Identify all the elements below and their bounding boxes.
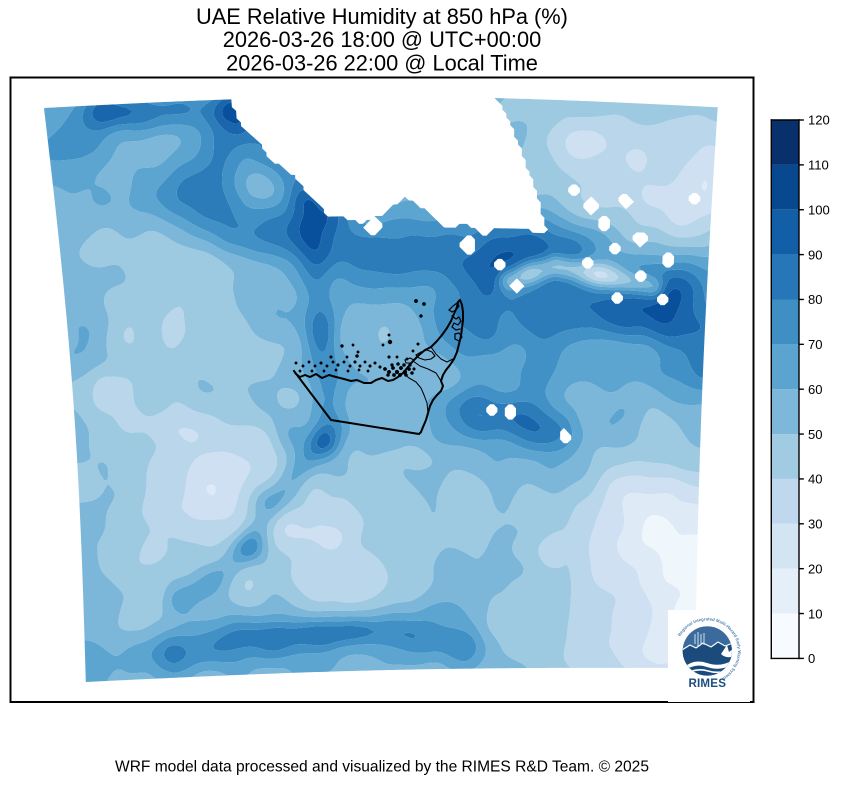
svg-text:UAE Relative Humidity at 850 h: UAE Relative Humidity at 850 hPa (%) [196, 4, 568, 29]
svg-text:40: 40 [808, 472, 823, 487]
svg-text:RIMES: RIMES [688, 677, 726, 690]
svg-text:100: 100 [808, 202, 830, 217]
svg-text:30: 30 [808, 517, 823, 532]
svg-text:90: 90 [808, 247, 823, 262]
svg-text:80: 80 [808, 292, 823, 307]
svg-text:10: 10 [808, 606, 823, 621]
svg-text:70: 70 [808, 337, 823, 352]
svg-text:120: 120 [808, 113, 830, 128]
svg-text:60: 60 [808, 382, 823, 397]
svg-text:0: 0 [808, 651, 815, 666]
svg-text:50: 50 [808, 427, 823, 442]
svg-text:2026-03-26 22:00 @ Local Time: 2026-03-26 22:00 @ Local Time [226, 50, 538, 75]
svg-text:2026-03-26 18:00 @ UTC+00:00: 2026-03-26 18:00 @ UTC+00:00 [223, 27, 541, 52]
svg-text:110: 110 [808, 158, 829, 173]
svg-text:WRF model data processed and v: WRF model data processed and visualized … [115, 758, 649, 775]
svg-text:20: 20 [808, 561, 823, 576]
